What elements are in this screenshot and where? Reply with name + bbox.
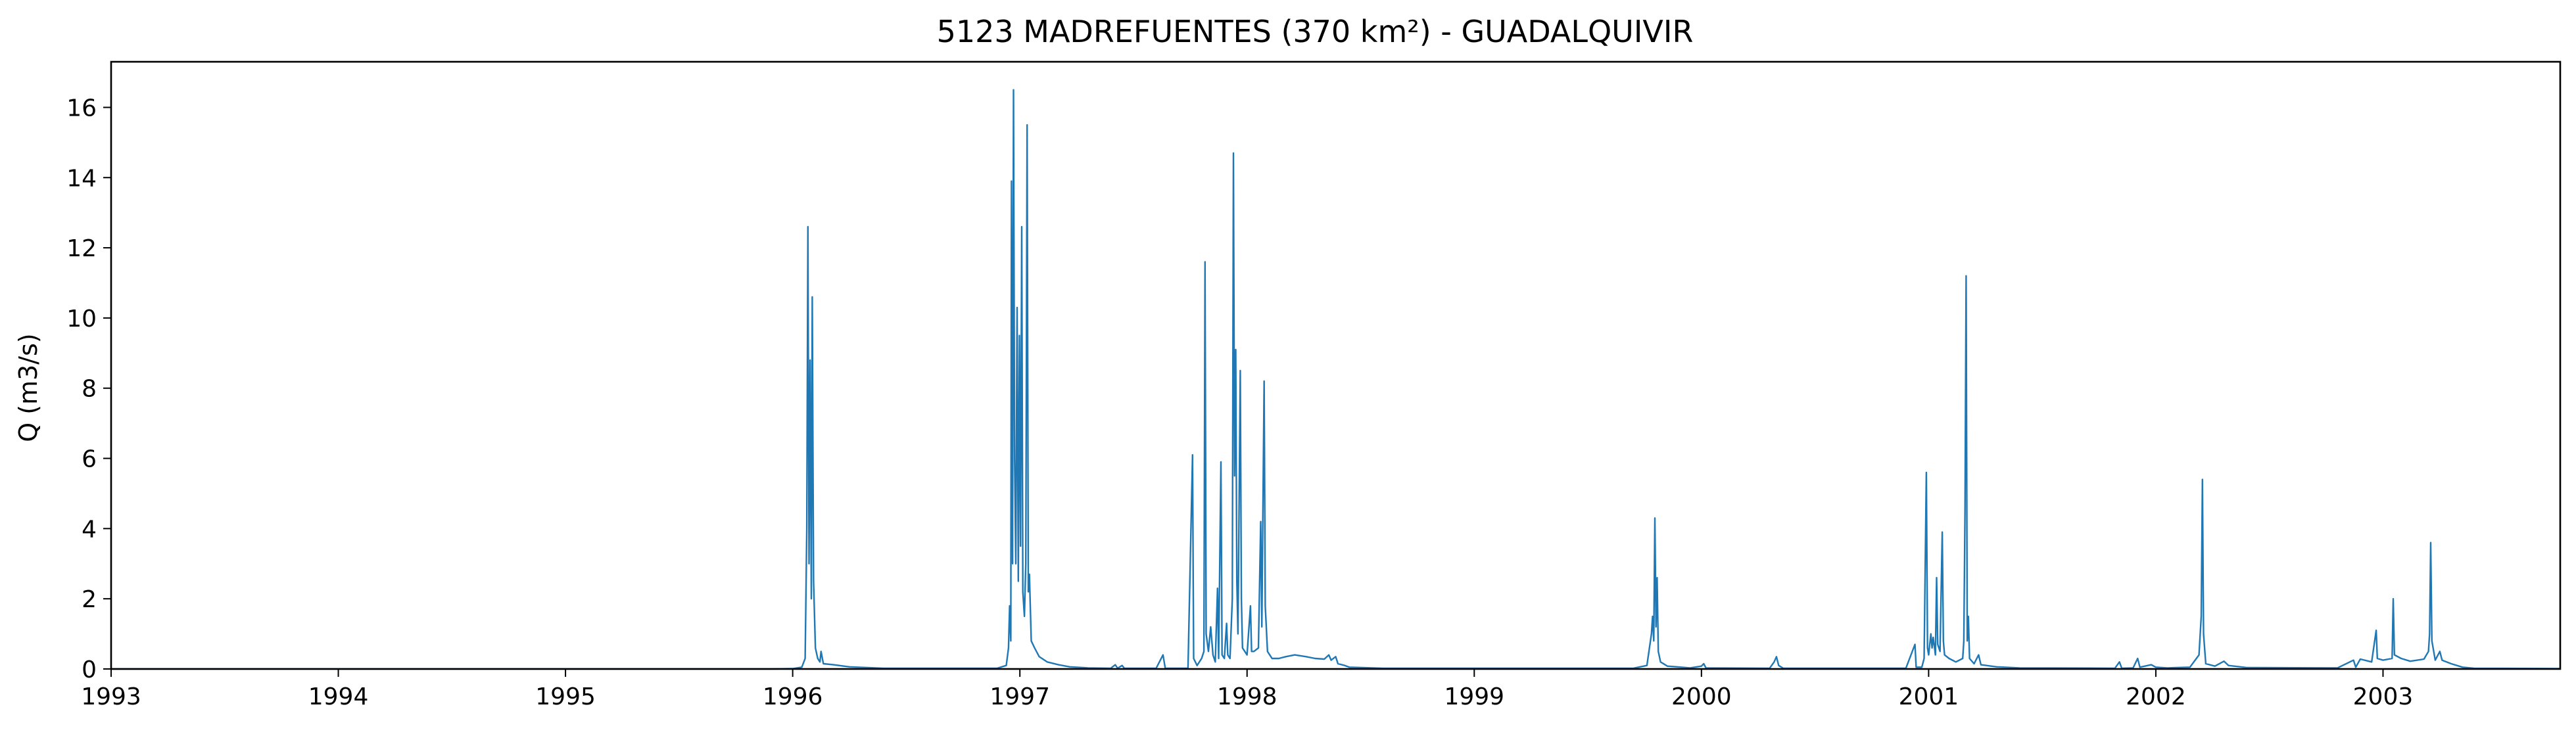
y-tick-label: 2 xyxy=(82,586,97,613)
x-axis: 1993 1994 1995 1996 1997 1998 1999 2000 2001 2002… xyxy=(81,669,2413,710)
plot-frame xyxy=(110,60,2562,670)
x-tick-label: 1997 xyxy=(990,683,1050,710)
x-tick-label: 1998 xyxy=(1217,683,1277,710)
chart-title: 5123 MADREFUENTES (370 km²) - GUADALQUIV… xyxy=(937,14,1694,49)
x-tick-label: 1995 xyxy=(535,683,596,710)
x-tick-label: 1994 xyxy=(308,683,369,710)
y-tick-label: 6 xyxy=(82,446,97,473)
x-tick-label: 1993 xyxy=(81,683,141,710)
y-tick-label: 8 xyxy=(82,376,97,403)
x-tick-label: 1999 xyxy=(1444,683,1504,710)
y-axis-label: Q (m3/s) xyxy=(14,333,43,442)
discharge-series-line xyxy=(111,89,2561,670)
y-tick-label: 0 xyxy=(82,656,97,683)
y-tick-label: 10 xyxy=(66,306,97,333)
y-tick-label: 16 xyxy=(66,95,97,122)
x-tick-label: 2000 xyxy=(1671,683,1732,710)
series-layer xyxy=(111,89,2561,670)
y-axis: 0 2 4 6 8 10 12 14 16 xyxy=(66,95,111,683)
x-tick-label: 2001 xyxy=(1899,683,1959,710)
x-tick-label: 2002 xyxy=(2126,683,2186,710)
y-tick-label: 12 xyxy=(66,235,97,262)
x-tick-label: 2003 xyxy=(2353,683,2414,710)
x-tick-label: 1996 xyxy=(763,683,823,710)
y-tick-label: 14 xyxy=(66,165,97,192)
y-tick-label: 4 xyxy=(82,516,97,543)
